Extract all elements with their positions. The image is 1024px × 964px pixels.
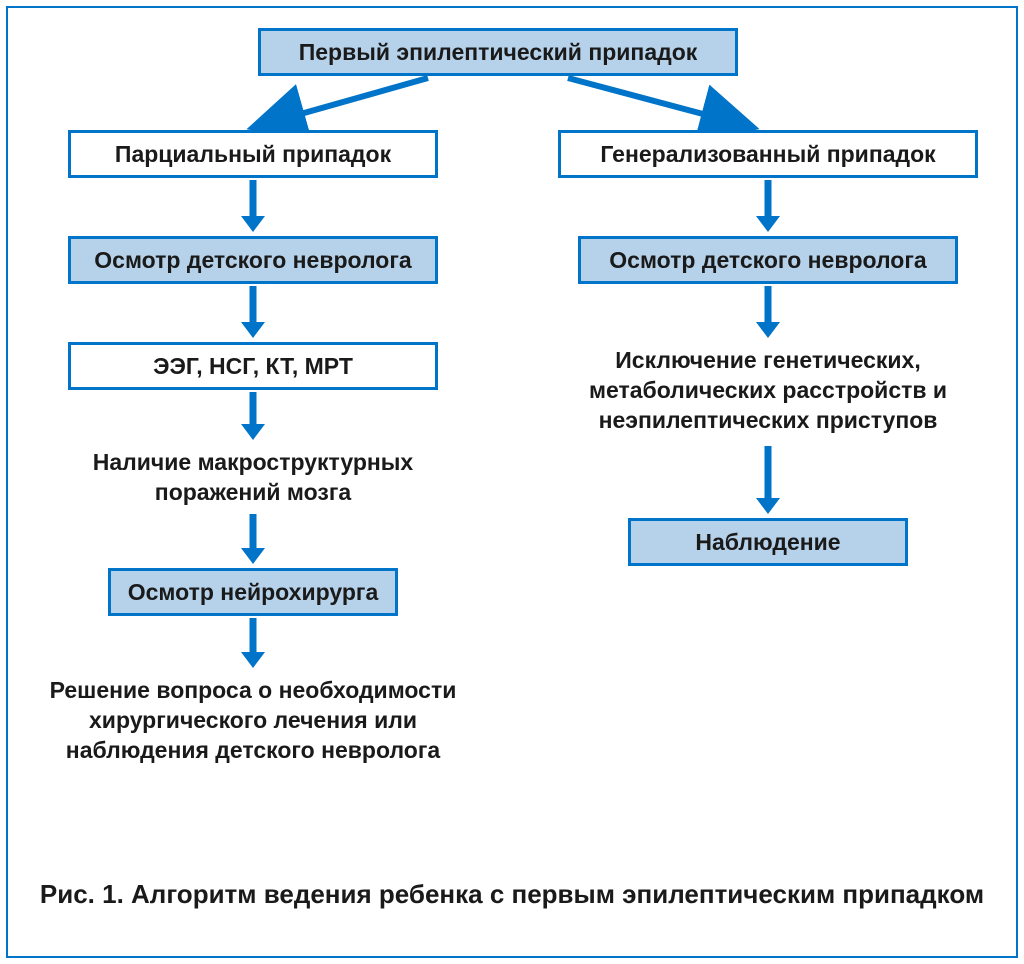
node-right3-label: Исключение генетических, метаболических … — [589, 347, 947, 433]
diagram-frame: Первый эпилептический припадок Парциальн… — [6, 6, 1018, 958]
node-left5: Осмотр нейрохирурга — [108, 568, 398, 616]
node-right2: Осмотр детского невролога — [578, 236, 958, 284]
arrow-root-right — [548, 74, 808, 134]
arrow-l2-l3 — [233, 284, 273, 342]
arrow-l4-l5 — [233, 512, 273, 568]
arrow-r3-r4 — [748, 444, 788, 518]
arrow-r1-r2 — [748, 178, 788, 236]
node-right2-label: Осмотр детского невролога — [609, 247, 926, 274]
arrow-l1-l2 — [233, 178, 273, 236]
node-right3: Исключение генетических, метаболических … — [548, 346, 988, 436]
node-left2: Осмотр детского невролога — [68, 236, 438, 284]
arrow-r2-r3 — [748, 284, 788, 342]
figure-caption: Рис. 1. Алгоритм ведения ребенка с первы… — [8, 878, 1016, 912]
node-left6: Решение вопроса о необходимости хирургич… — [38, 676, 468, 766]
node-left6-label: Решение вопроса о необходимости хирургич… — [50, 677, 457, 763]
arrow-l5-l6 — [233, 616, 273, 672]
node-root: Первый эпилептический припадок — [258, 28, 738, 76]
node-right1-label: Генерализованный припадок — [600, 141, 935, 168]
node-left1: Парциальный припадок — [68, 130, 438, 178]
node-root-label: Первый эпилептический припадок — [299, 39, 698, 66]
node-right4-label: Наблюдение — [695, 529, 840, 556]
arrow-root-left — [188, 74, 448, 134]
node-right4: Наблюдение — [628, 518, 908, 566]
node-left4-label: Наличие макроструктурных поражений мозга — [93, 449, 413, 505]
node-left1-label: Парциальный припадок — [115, 141, 391, 168]
node-left3-label: ЭЭГ, НСГ, КТ, МРТ — [153, 353, 353, 380]
arrow-l3-l4 — [233, 390, 273, 444]
node-left4: Наличие макроструктурных поражений мозга — [68, 448, 438, 508]
node-right1: Генерализованный припадок — [558, 130, 978, 178]
node-left2-label: Осмотр детского невролога — [94, 247, 411, 274]
node-left5-label: Осмотр нейрохирурга — [128, 579, 379, 606]
figure-caption-text: Рис. 1. Алгоритм ведения ребенка с первы… — [40, 879, 984, 909]
node-left3: ЭЭГ, НСГ, КТ, МРТ — [68, 342, 438, 390]
